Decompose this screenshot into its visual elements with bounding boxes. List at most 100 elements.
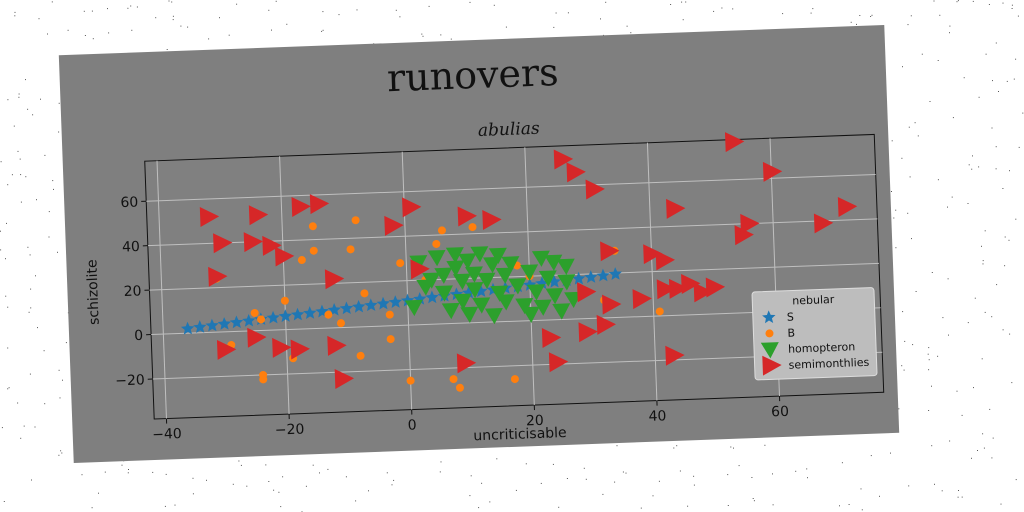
noise-speck — [682, 19, 684, 21]
noise-speck — [1009, 333, 1011, 335]
noise-speck — [440, 461, 442, 463]
noise-speck — [395, 9, 397, 11]
noise-speck — [721, 7, 723, 9]
legend-entry: B — [765, 326, 795, 340]
noise-speck — [982, 433, 984, 435]
data-point-triangle-right — [585, 179, 605, 200]
noise-speck — [673, 447, 675, 449]
noise-speck — [34, 426, 36, 428]
data-point-triangle-down — [526, 284, 545, 301]
noise-speck — [890, 452, 891, 454]
noise-speck — [450, 38, 452, 40]
axis-ticks: −40 −20 0 20 40 60 −20 0 20 40 60 — [115, 194, 789, 443]
noise-speck — [984, 230, 986, 232]
noise-speck — [1002, 188, 1004, 189]
noise-speck — [1015, 479, 1017, 481]
noise-speck — [1, 427, 3, 429]
data-point-triangle-right — [324, 269, 345, 290]
noise-speck — [1022, 112, 1024, 114]
noise-speck — [61, 452, 63, 454]
noise-speck — [991, 127, 993, 129]
data-point-triangle-down — [458, 253, 477, 270]
noise-speck — [676, 445, 678, 447]
data-point-triangle-down — [520, 264, 539, 281]
noise-speck — [658, 480, 660, 482]
noise-speck — [600, 18, 601, 20]
noise-speck — [902, 311, 904, 313]
noise-speck — [1015, 58, 1017, 60]
data-point-star — [205, 318, 219, 332]
legend-marker-triangle-down — [760, 342, 779, 359]
noise-speck — [992, 437, 994, 439]
noise-speck — [1011, 382, 1013, 384]
noise-speck — [753, 500, 755, 502]
data-point-triangle-down — [490, 285, 509, 302]
data-point-circle — [385, 310, 394, 319]
noise-speck — [91, 10, 93, 12]
noise-speck — [28, 311, 30, 313]
noise-speck — [733, 447, 734, 449]
noise-speck — [27, 246, 29, 248]
noise-speck — [17, 150, 19, 152]
noise-speck — [208, 38, 210, 40]
data-point-triangle-right — [309, 194, 330, 215]
noise-speck — [7, 99, 9, 101]
data-point-triangle-down — [472, 297, 491, 314]
noise-speck — [914, 122, 916, 124]
data-point-triangle-right — [724, 132, 745, 153]
noise-speck — [108, 32, 110, 34]
data-point-triangle-right — [248, 205, 269, 226]
noise-speck — [192, 493, 194, 495]
data-point-triangle-right — [553, 149, 574, 170]
noise-speck — [13, 125, 15, 127]
noise-speck — [856, 23, 857, 25]
noise-speck — [322, 11, 324, 13]
noise-speck — [168, 0, 170, 2]
noise-speck — [931, 445, 933, 447]
noise-speck — [949, 32, 950, 34]
noise-speck — [984, 311, 986, 313]
noise-speck — [972, 155, 973, 157]
noise-speck — [345, 476, 347, 478]
data-point-triangle-right — [668, 278, 689, 299]
noise-speck — [275, 0, 277, 2]
noise-speck — [937, 179, 939, 181]
noise-speck — [971, 168, 973, 170]
noise-speck — [29, 254, 31, 256]
data-point-triangle-right — [596, 314, 616, 335]
noise-speck — [228, 34, 230, 36]
noise-speck — [312, 464, 314, 466]
noise-speck — [764, 444, 766, 446]
data-point-star — [352, 299, 366, 313]
noise-speck — [1004, 236, 1006, 238]
noise-speck — [898, 408, 900, 410]
noise-speck — [322, 29, 324, 31]
data-point-triangle-down — [477, 272, 496, 289]
noise-speck — [616, 445, 618, 447]
noise-speck — [107, 8, 108, 10]
noise-speck — [1011, 4, 1013, 6]
noise-speck — [934, 483, 935, 485]
noise-speck — [911, 238, 912, 240]
series-homopteron — [404, 246, 583, 325]
data-point-triangle-right — [666, 198, 686, 219]
noise-speck — [973, 387, 974, 389]
data-point-triangle-right — [327, 335, 347, 356]
noise-speck — [971, 457, 972, 459]
noise-speck — [931, 272, 933, 273]
noise-speck — [355, 500, 357, 502]
noise-speck — [983, 447, 985, 449]
data-point-circle — [308, 222, 317, 231]
data-point-triangle-right — [216, 339, 237, 360]
data-point-triangle-down — [515, 297, 534, 315]
noise-speck — [44, 154, 46, 156]
data-point-triangle-right — [566, 162, 586, 183]
noise-speck — [36, 199, 37, 201]
noise-speck — [91, 507, 93, 509]
data-point-triangle-down — [531, 250, 550, 267]
data-point-triangle-down — [434, 267, 453, 284]
noise-speck — [25, 79, 26, 81]
data-point-star — [413, 292, 427, 305]
noise-speck — [1006, 80, 1008, 82]
